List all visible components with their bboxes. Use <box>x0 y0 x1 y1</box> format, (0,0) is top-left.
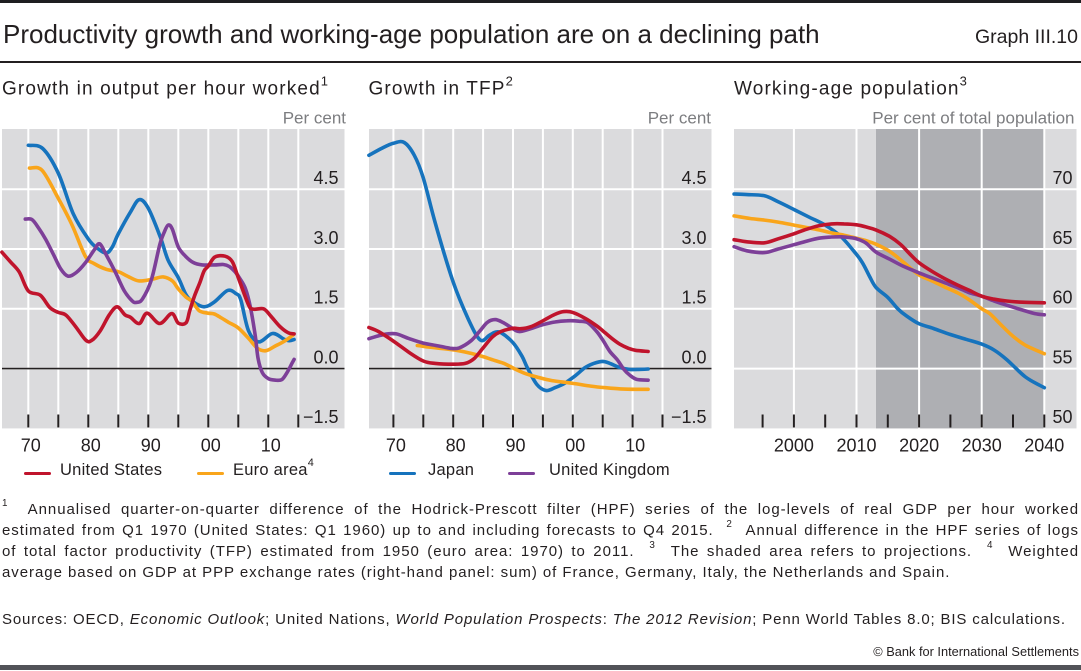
svg-text:80: 80 <box>446 436 466 456</box>
svg-text:2030: 2030 <box>962 436 1002 456</box>
svg-text:−1.5: −1.5 <box>671 407 707 427</box>
svg-text:4.5: 4.5 <box>313 168 338 188</box>
svg-text:70: 70 <box>21 436 41 456</box>
svg-text:4.5: 4.5 <box>681 168 706 188</box>
svg-text:Growth in TFP2: Growth in TFP2 <box>369 74 514 100</box>
svg-text:90: 90 <box>141 436 161 456</box>
svg-text:2020: 2020 <box>899 436 939 456</box>
svg-text:65: 65 <box>1052 228 1072 248</box>
svg-text:2010: 2010 <box>836 436 876 456</box>
svg-text:2000: 2000 <box>774 436 814 456</box>
svg-text:1.5: 1.5 <box>681 288 706 308</box>
svg-text:70: 70 <box>386 436 406 456</box>
svg-text:10: 10 <box>625 436 645 456</box>
svg-text:55: 55 <box>1052 347 1072 367</box>
svg-text:60: 60 <box>1052 288 1072 308</box>
svg-text:80: 80 <box>81 436 101 456</box>
svg-text:3.0: 3.0 <box>681 228 706 248</box>
svg-text:50: 50 <box>1052 407 1072 427</box>
svg-text:00: 00 <box>201 436 221 456</box>
svg-text:10: 10 <box>261 436 281 456</box>
svg-text:70: 70 <box>1052 168 1072 188</box>
svg-text:1.5: 1.5 <box>313 288 338 308</box>
svg-text:00: 00 <box>565 436 585 456</box>
svg-text:Per cent: Per cent <box>283 109 347 128</box>
svg-text:3.0: 3.0 <box>313 228 338 248</box>
svg-text:0.0: 0.0 <box>681 347 706 367</box>
svg-text:Growth in output per hour work: Growth in output per hour worked1 <box>2 74 329 100</box>
svg-text:90: 90 <box>505 436 525 456</box>
svg-text:−1.5: −1.5 <box>303 407 339 427</box>
svg-text:Per cent of total population: Per cent of total population <box>872 109 1074 128</box>
svg-text:Working-age population3: Working-age population3 <box>734 74 968 100</box>
svg-text:Per cent: Per cent <box>648 109 712 128</box>
svg-text:2040: 2040 <box>1024 436 1064 456</box>
svg-text:0.0: 0.0 <box>313 347 338 367</box>
